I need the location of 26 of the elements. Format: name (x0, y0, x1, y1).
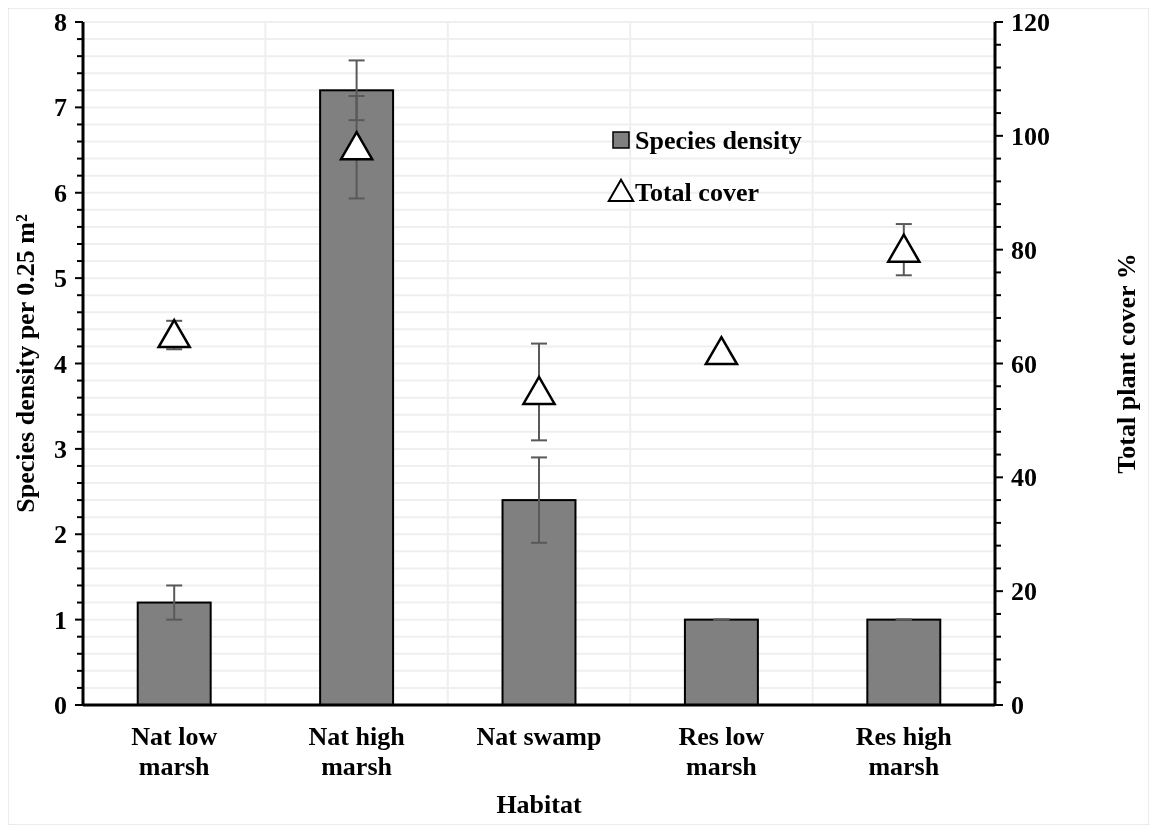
y2-tick-label: 20 (1011, 577, 1037, 607)
y-tick-label: 5 (54, 264, 67, 294)
x-tick-label: Nat swamp (476, 722, 602, 751)
y-tick-label: 6 (54, 178, 67, 208)
y2-tick-label: 40 (1011, 463, 1037, 493)
y-tick-label: 3 (54, 434, 67, 464)
y2-tick-label: 80 (1011, 235, 1037, 265)
y-tick-label: 7 (54, 93, 67, 123)
y-tick-label: 2 (54, 520, 67, 550)
y-tick-label: 1 (54, 605, 67, 635)
x-tick-label: Res high marsh (855, 722, 953, 781)
y2-tick-label: 120 (1011, 8, 1050, 38)
y2-tick-label: 100 (1011, 121, 1050, 151)
legend-label: Species density (635, 126, 802, 156)
y2-axis-title: Total plant cover % (1112, 253, 1141, 474)
x-tick-label: Res low marsh (678, 722, 765, 781)
legend-label: Total cover (635, 178, 759, 208)
y-tick-label: 4 (54, 349, 67, 379)
y-tick-label: 0 (54, 691, 67, 721)
y2-tick-label: 60 (1011, 349, 1037, 379)
x-tick-label: Nat low marsh (131, 722, 218, 781)
x-axis-title: Habitat (496, 790, 582, 819)
y2-tick-label: 0 (1011, 691, 1024, 721)
x-tick-label: Nat high marsh (308, 722, 406, 781)
y-tick-label: 8 (54, 8, 67, 38)
y-axis-title: Species density per 0.25 m² (11, 214, 40, 513)
